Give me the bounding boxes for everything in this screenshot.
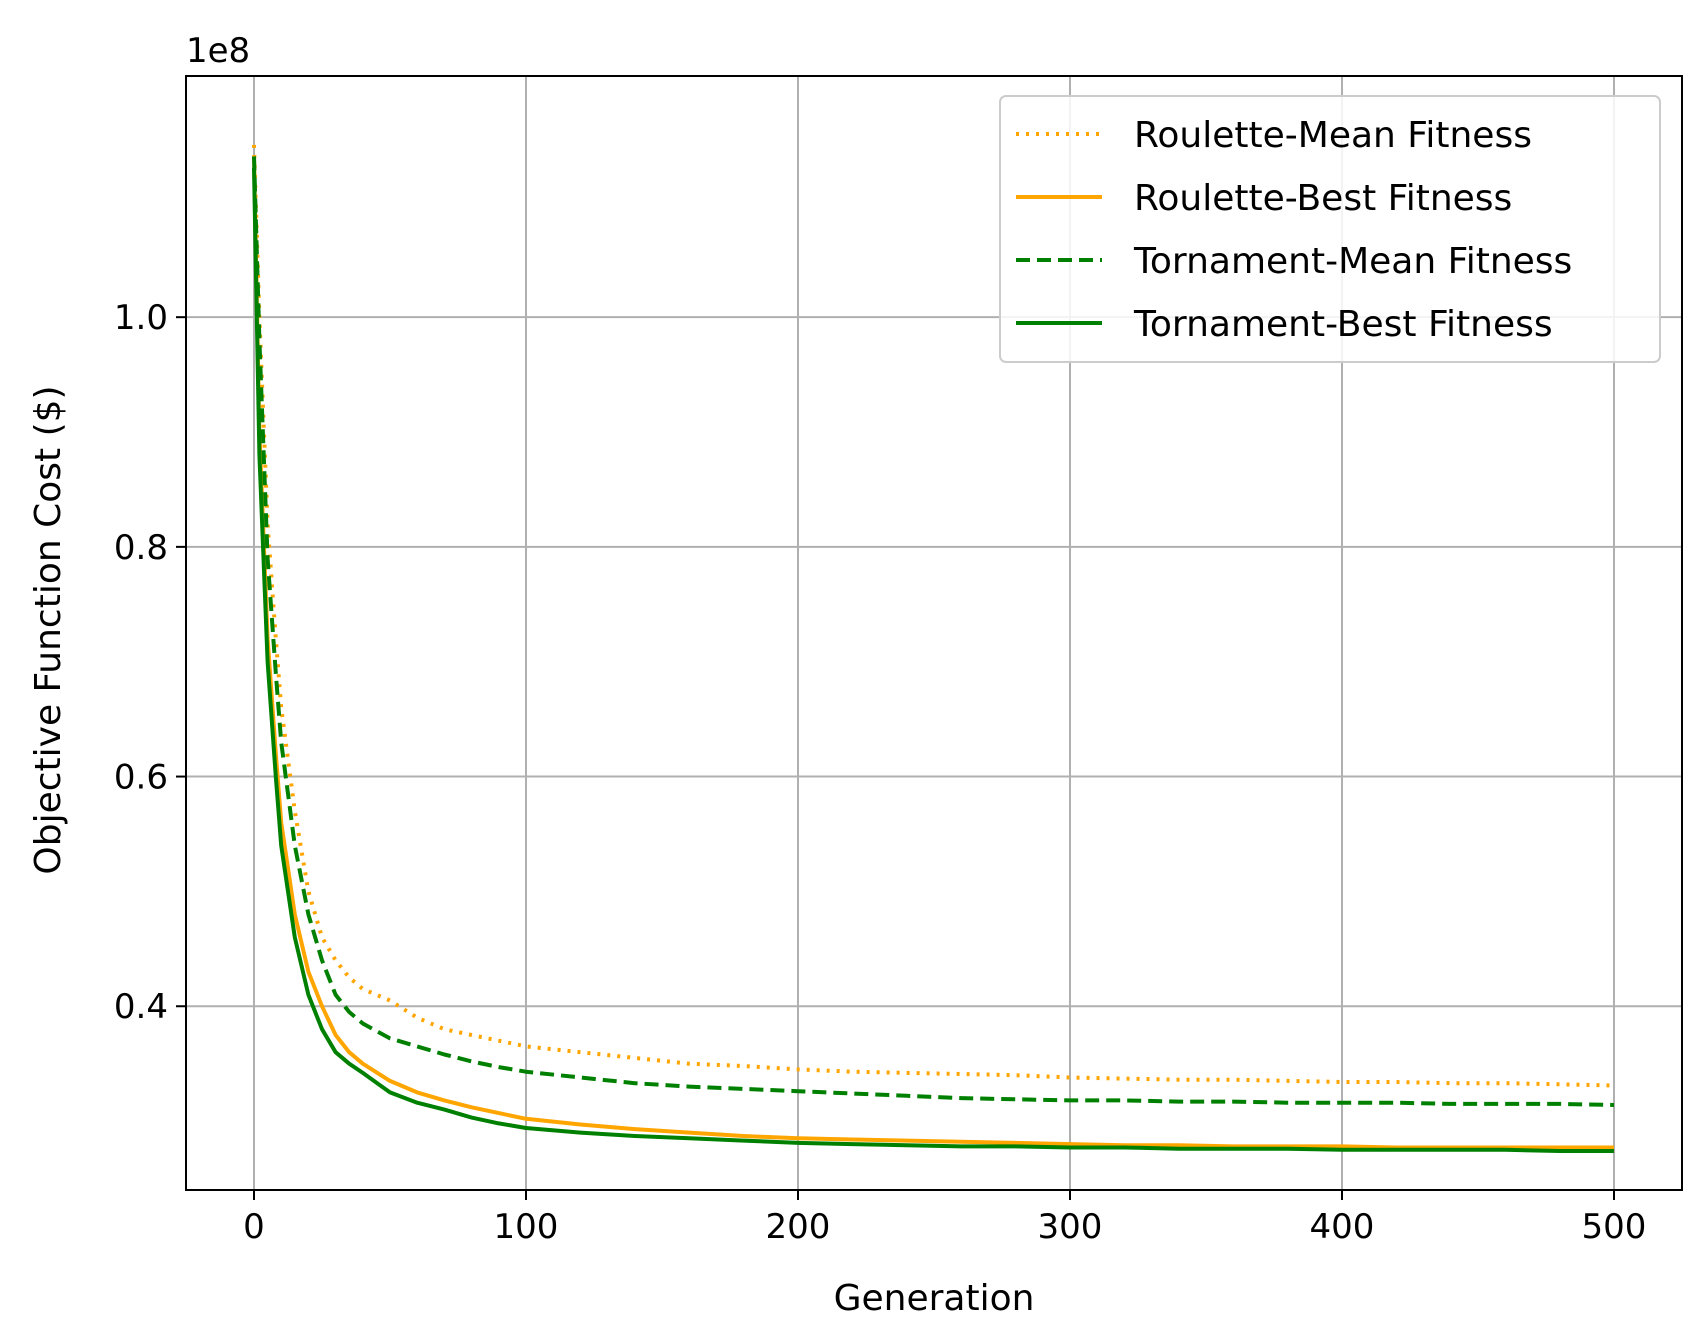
series-line-4 [252, 167, 1614, 1153]
y-tick-label: 1.0 [114, 298, 168, 338]
x-tick-label: 0 [243, 1207, 265, 1247]
plot-frame [185, 75, 1683, 1191]
x-tick-label: 200 [766, 1207, 831, 1247]
x-tick-label: 500 [1582, 1207, 1647, 1247]
series-line-2 [252, 156, 1614, 1150]
legend-label-4: Tornament-Best Fitness [1133, 304, 1553, 345]
legend: Roulette-Mean Fitness Roulette-Best Fitne… [999, 95, 1661, 363]
x-tick-label: 400 [1310, 1207, 1375, 1247]
legend-box [999, 95, 1661, 363]
axes [176, 75, 1683, 1200]
series-lines [252, 144, 1615, 1153]
legend-label-3: Tornament-Mean Fitness [1133, 241, 1572, 282]
y-tick-label: 0.6 [114, 758, 168, 798]
x-axis-label: Generation [834, 1278, 1035, 1319]
tick-labels: 0 100 200 300 400 500 0.4 0.6 0.8 1.0 [114, 298, 1647, 1247]
series-line-1 [252, 144, 1615, 1088]
y-axis-label: Objective Function Cost ($) [28, 385, 69, 874]
legend-label-1: Roulette-Mean Fitness [1134, 115, 1532, 156]
y-tick-label: 0.8 [114, 528, 168, 568]
x-tick-label: 100 [494, 1207, 559, 1247]
series-line-3 [252, 156, 1615, 1107]
x-tick-label: 300 [1038, 1207, 1103, 1247]
y-offset-label: 1e8 [186, 31, 250, 71]
y-tick-label: 0.4 [114, 987, 168, 1027]
legend-label-2: Roulette-Best Fitness [1134, 178, 1512, 219]
